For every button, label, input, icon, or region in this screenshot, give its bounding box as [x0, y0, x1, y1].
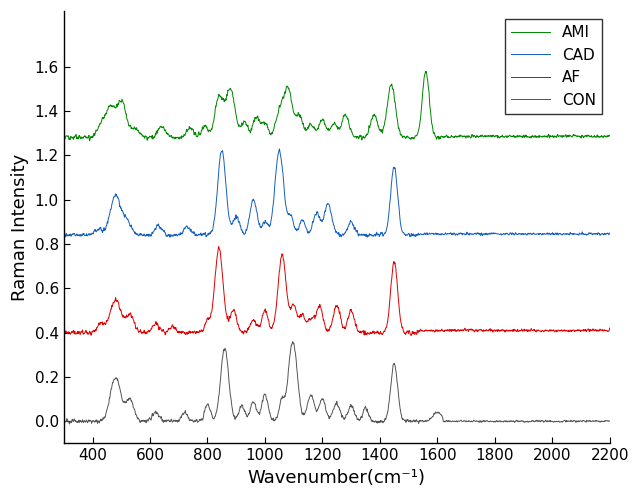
CON [606, 418, 614, 424]
AMI [293, 113, 301, 119]
CON [269, 415, 277, 421]
AMI [60, 134, 68, 140]
CAD [60, 234, 68, 240]
AMI [86, 138, 93, 144]
AF [536, 328, 544, 334]
AMI [155, 126, 163, 132]
CON [122, 399, 130, 405]
CON [536, 419, 544, 425]
AMI [422, 69, 430, 75]
CAD [595, 231, 603, 237]
CON [60, 419, 68, 425]
CAD [155, 221, 163, 227]
CON [65, 421, 73, 427]
Line: AMI: AMI [64, 72, 610, 141]
CON [293, 368, 301, 374]
AF [155, 324, 163, 330]
Legend: AMI, CAD, AF, CON: AMI, CAD, AF, CON [506, 19, 602, 114]
Line: CON: CON [64, 342, 610, 424]
AMI [536, 133, 544, 139]
CAD [275, 146, 283, 152]
CON [595, 418, 603, 424]
AMI [595, 134, 603, 140]
CAD [122, 214, 130, 220]
AF [595, 328, 603, 334]
CAD [293, 227, 301, 233]
CON [155, 414, 163, 420]
AMI [606, 132, 614, 138]
CON [289, 339, 296, 345]
X-axis label: Wavenumber(cm⁻¹): Wavenumber(cm⁻¹) [248, 469, 426, 487]
CAD [606, 230, 614, 236]
CAD [166, 235, 173, 241]
AF [293, 310, 301, 316]
AMI [269, 128, 277, 134]
AF [606, 325, 614, 331]
Line: AF: AF [64, 247, 610, 336]
AMI [122, 111, 130, 117]
AF [60, 329, 68, 335]
AF [122, 315, 130, 321]
AF [215, 244, 223, 249]
AF [269, 321, 277, 327]
AF [407, 333, 415, 339]
CAD [536, 231, 544, 237]
CAD [269, 199, 277, 205]
Y-axis label: Raman Intensity: Raman Intensity [11, 154, 29, 301]
Line: CAD: CAD [64, 149, 610, 238]
